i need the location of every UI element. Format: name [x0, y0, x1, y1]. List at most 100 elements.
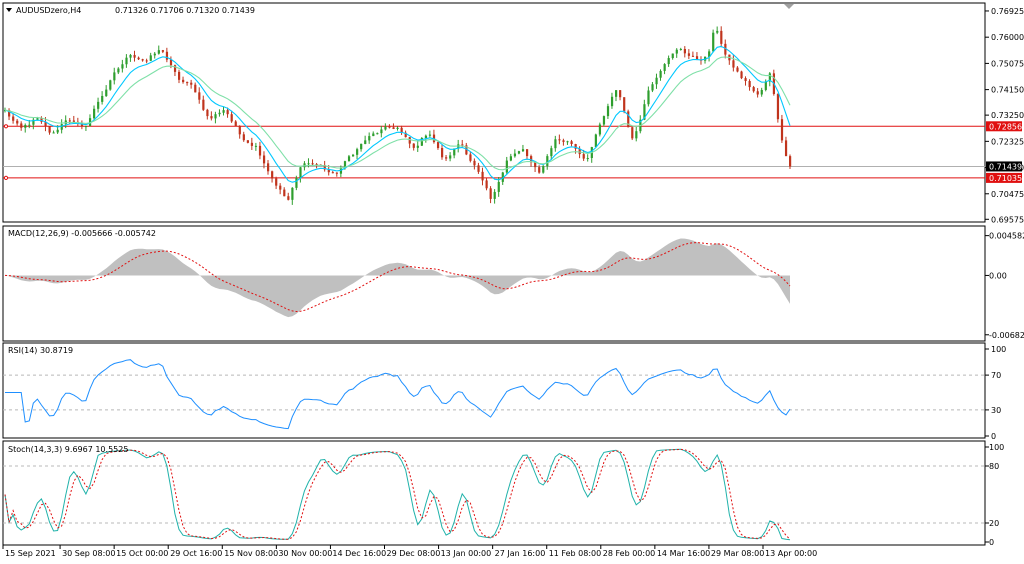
stoch-tick-label: 20 [989, 519, 999, 528]
ohlc-values: 0.71326 0.71706 0.71320 0.71439 [115, 6, 255, 15]
candle [610, 96, 614, 107]
rsi-tick-label: 30 [991, 406, 1001, 415]
rsi-tick-label: 70 [991, 371, 1001, 380]
candle [578, 148, 581, 155]
candle [598, 124, 602, 135]
candle [570, 141, 573, 145]
candle [72, 120, 75, 122]
candle [157, 50, 160, 54]
candle [550, 148, 553, 157]
level-anchor-handle[interactable] [3, 124, 9, 129]
candle [258, 145, 262, 156]
candle [416, 145, 419, 148]
candle [534, 162, 537, 168]
stochastic-header: Stoch(14,3,3) 9.6967 10.5525 [8, 445, 128, 454]
macd-pane[interactable]: 0.004582 0.00 -0.006829 MACD(12,26,9) -0.0… [2, 225, 1024, 342]
candle [501, 172, 504, 182]
ma-fast-line [4, 45, 791, 183]
candle [376, 133, 379, 135]
candle [780, 119, 784, 141]
candle [521, 149, 525, 152]
candle [582, 154, 585, 159]
stochastic-pane[interactable]: 100 80 20 0 Stoch(14,3,3) 9.6967 10.5525 [2, 440, 1004, 547]
price-tick-label: 0.74150 [991, 86, 1024, 95]
macd-signal-line [4, 242, 791, 313]
candle [372, 133, 375, 137]
rsi-tick-label: 100 [991, 345, 1006, 354]
candle [679, 48, 682, 50]
candle [190, 82, 193, 85]
stoch-main-line [4, 448, 791, 541]
time-tick-label: 15 Oct 00:00 [116, 549, 168, 558]
candle [586, 158, 589, 160]
candle [84, 126, 88, 128]
candle [295, 177, 298, 188]
candle [517, 151, 521, 154]
candle [283, 189, 286, 197]
time-tick-label: 28 Feb 00:00 [603, 549, 655, 558]
time-axis: 15 Sep 2021 30 Sep 08:00 15 Oct 00:00 29 Oc… [2, 545, 817, 558]
rsi-pane[interactable]: 100 70 30 0 RSI(14) 30.8719 [2, 342, 1006, 441]
candle [28, 124, 31, 126]
candle [675, 49, 678, 54]
level-price-label: 0.71035 [989, 174, 1022, 183]
candle [420, 138, 423, 146]
candle [141, 59, 144, 61]
candle [469, 154, 472, 161]
candle [202, 99, 205, 110]
time-tick-label: 29 Mar 08:00 [711, 549, 764, 558]
candle [368, 136, 371, 141]
candle [497, 181, 500, 192]
candle [8, 110, 11, 117]
symbol-header: AUDUSDzero,H4 [16, 6, 81, 15]
ma-slow-line [4, 56, 791, 171]
candle [655, 77, 658, 85]
candle [477, 165, 480, 172]
candle [461, 144, 464, 146]
candle [242, 134, 245, 141]
macd-tick-label: 0.004582 [989, 232, 1024, 241]
candle [708, 51, 711, 57]
candle [554, 139, 557, 149]
candle [194, 84, 197, 93]
candle [388, 126, 391, 128]
candle [740, 71, 743, 79]
pane-menu-icon[interactable] [6, 8, 12, 12]
candle [165, 51, 169, 60]
candle [485, 180, 488, 189]
candle [445, 157, 448, 159]
candle [32, 119, 35, 125]
candle [635, 131, 638, 139]
time-tick-label: 29 Dec 08:00 [387, 549, 441, 558]
price-tick-label: 0.72325 [991, 137, 1024, 146]
time-tick-label: 15 Nov 08:00 [224, 549, 278, 558]
level-anchor-handle[interactable] [3, 175, 9, 181]
candle [748, 81, 751, 88]
chart-shift-marker[interactable] [784, 4, 794, 9]
candle [400, 127, 403, 133]
time-tick-label: 11 Feb 08:00 [549, 549, 601, 558]
candle [752, 87, 755, 92]
candle [546, 156, 549, 167]
candle [149, 55, 152, 61]
candle [222, 110, 225, 113]
candle [784, 140, 788, 157]
candle [291, 187, 294, 200]
candle [113, 72, 116, 81]
candle [643, 104, 646, 120]
candle [88, 118, 92, 127]
time-tick-label: 13 Apr 00:00 [765, 549, 817, 558]
candle [218, 112, 221, 115]
candle [566, 141, 569, 143]
price-pane[interactable]: 0.76925 0.76000 0.75075 0.74150 0.73250 0.723… [2, 2, 1024, 224]
candle [574, 144, 577, 149]
candle [606, 106, 610, 117]
candle [631, 127, 634, 139]
price-tick-label: 0.76000 [991, 33, 1024, 42]
candle [287, 196, 290, 200]
candle [764, 81, 767, 90]
candle [712, 32, 715, 52]
candle [275, 178, 278, 186]
candle [594, 134, 597, 148]
